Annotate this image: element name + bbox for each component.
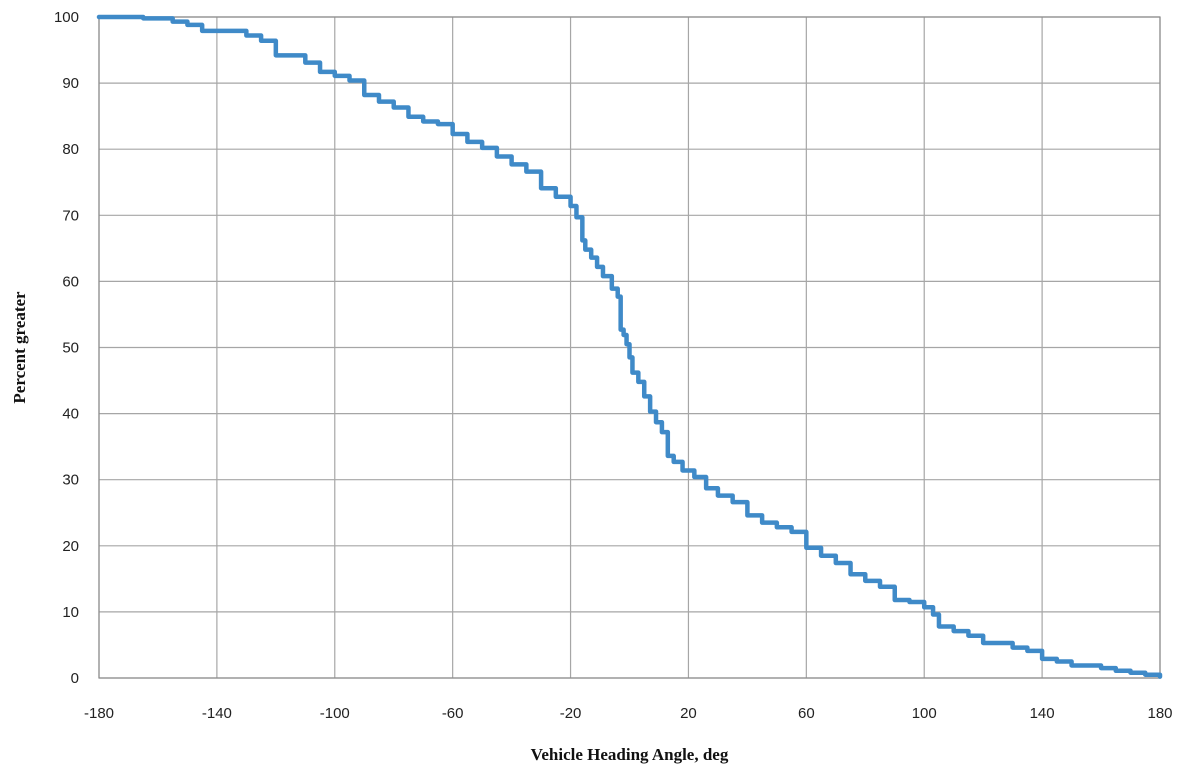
x-axis-tick-labels: -180 -140 -100 -60 -20 20 60 100 140 180 <box>84 705 1173 722</box>
x-tick-label: -60 <box>442 705 464 722</box>
x-tick-label: 100 <box>912 705 937 722</box>
y-axis-tick-labels: 0 10 20 30 40 50 60 70 80 90 100 <box>54 9 79 687</box>
x-tick-label: -140 <box>202 705 232 722</box>
x-tick-label: 180 <box>1147 705 1172 722</box>
plot-area-border <box>98 16 1161 679</box>
y-tick-label: 60 <box>62 273 79 290</box>
x-tick-label: -100 <box>320 705 350 722</box>
x-tick-label: 60 <box>798 705 815 722</box>
y-tick-label: 100 <box>54 9 79 26</box>
y-tick-label: 40 <box>62 406 79 423</box>
x-axis-title: Vehicle Heading Angle, deg <box>531 745 729 764</box>
y-tick-label: 10 <box>62 604 79 621</box>
y-tick-label: 50 <box>62 340 79 357</box>
y-tick-label: 20 <box>62 538 79 555</box>
y-tick-label: 90 <box>62 75 79 92</box>
y-axis-title: Percent greater <box>10 291 29 404</box>
percent-greater-series-line <box>96 14 1163 679</box>
x-tick-label: -180 <box>84 705 114 722</box>
y-tick-label: 80 <box>62 141 79 158</box>
x-tick-label: 140 <box>1030 705 1055 722</box>
y-tick-label: 30 <box>62 472 79 489</box>
x-tick-label: 20 <box>680 705 697 722</box>
x-tick-label: -20 <box>560 705 582 722</box>
y-tick-label: 0 <box>71 670 79 687</box>
y-tick-label: 70 <box>62 207 79 224</box>
